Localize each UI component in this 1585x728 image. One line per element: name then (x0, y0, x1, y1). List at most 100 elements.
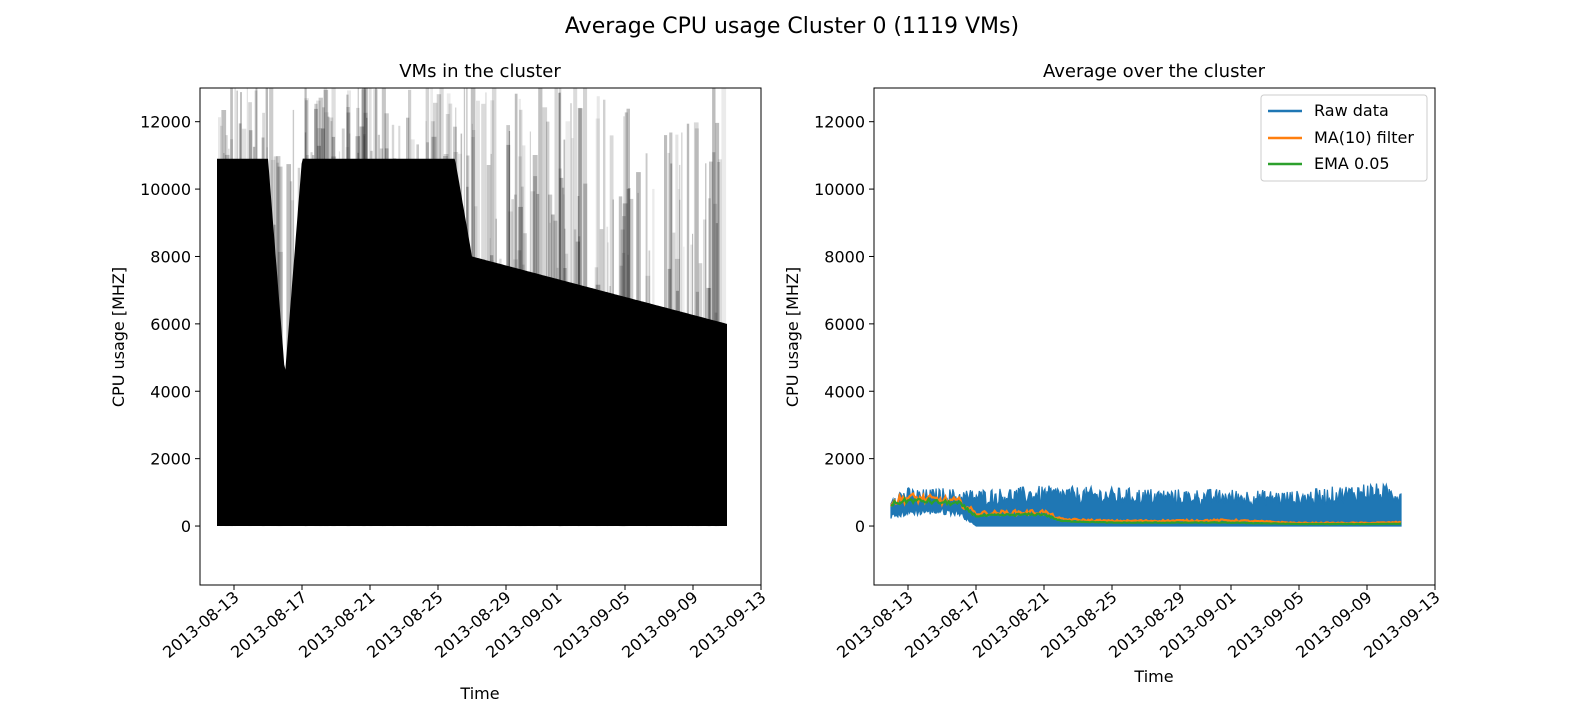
vm-trace-spike (627, 188, 631, 526)
vm-trace-spike (485, 92, 487, 527)
vm-trace-spike (436, 94, 442, 526)
vm-trace-spike (530, 191, 536, 527)
vm-trace-spike (698, 263, 703, 527)
vm-trace-spike (430, 121, 436, 526)
vm-trace-spike (577, 196, 580, 527)
vm-trace-spike (558, 88, 562, 527)
vm-trace-spike (551, 214, 555, 526)
vm-trace-spike (690, 244, 693, 526)
vm-trace-spike (620, 229, 625, 527)
vm-trace-spike (345, 147, 350, 526)
vm-trace-spike (636, 172, 641, 526)
vm-trace-spike (261, 137, 265, 527)
y-tick-label: 6000 (150, 315, 191, 334)
right-plot-area (890, 482, 1402, 527)
vm-trace-spike (520, 186, 524, 526)
vm-trace-spike (607, 242, 609, 527)
vm-trace-spike (506, 125, 510, 527)
vm-trace-spike (472, 130, 476, 526)
vm-trace-spike (714, 312, 718, 527)
vm-trace-spike (570, 103, 572, 527)
vm-trace-spike (575, 241, 580, 526)
vm-trace-spike (241, 128, 247, 526)
vm-trace-spike (433, 102, 438, 527)
y-tick-label: 8000 (824, 247, 865, 266)
y-tick-label: 0 (855, 517, 865, 536)
vm-trace-spike (709, 161, 713, 526)
vm-trace-spike (565, 121, 571, 527)
vm-trace-spike (355, 136, 361, 526)
vm-trace-spike (489, 238, 491, 527)
right-panel: Average over the cluster 2013-08-132013-… (783, 61, 1444, 686)
vm-trace-spike (366, 117, 368, 527)
vm-trace-spike (481, 103, 486, 527)
vm-trace-spike (302, 158, 307, 526)
vm-trace-spike (489, 260, 494, 526)
vm-trace-spike (248, 102, 252, 527)
vm-trace-spike (708, 198, 711, 527)
vm-trace-spike (476, 100, 480, 526)
vm-trace-spike (573, 229, 577, 526)
vm-trace-spike (375, 88, 377, 527)
figure-title: Average CPU usage Cluster 0 (1119 VMs) (565, 14, 1019, 39)
vm-trace-spike (453, 152, 459, 526)
vm-trace-spike (455, 107, 457, 527)
vm-trace-spike (324, 112, 329, 527)
vm-trace-spike (225, 135, 228, 526)
vm-trace-spike (518, 206, 523, 527)
vm-trace-spike (234, 88, 236, 527)
vm-trace-spike (460, 133, 463, 526)
vm-trace-spike (292, 109, 295, 527)
vm-trace-spike (686, 123, 690, 527)
y-tick-label: 12000 (814, 113, 865, 132)
vm-trace-spike (471, 123, 473, 527)
vm-trace-spike (513, 259, 518, 526)
vm-trace-spike (522, 145, 526, 526)
vm-trace-spike (694, 128, 699, 527)
vm-trace-spike (391, 124, 395, 527)
vm-trace-spike (363, 135, 365, 526)
vm-trace-spike (681, 132, 683, 527)
vm-trace-spike (327, 116, 330, 527)
vm-trace-spike (474, 206, 478, 527)
vm-trace-spike (619, 265, 623, 527)
vm-trace-spike (363, 112, 368, 527)
vm-trace-spike (430, 88, 433, 526)
vm-trace-spike (645, 153, 648, 527)
vm-trace-spike (621, 252, 626, 527)
vm-trace-spike (508, 131, 511, 526)
vm-trace-spike (548, 194, 553, 526)
vm-trace-spike (648, 250, 651, 526)
vm-trace-spike (599, 229, 604, 526)
vm-trace-spike (595, 284, 601, 527)
vm-trace-spike (721, 88, 727, 526)
vm-trace-spike (439, 88, 444, 526)
vm-trace-spike (379, 148, 384, 527)
vm-trace-spike (667, 152, 670, 527)
vm-trace-spike (356, 107, 360, 527)
y-tick-label: 12000 (140, 113, 191, 132)
vm-trace-spike (220, 125, 223, 527)
vm-trace-spike (346, 112, 351, 527)
vm-trace-spike (470, 88, 476, 527)
vm-trace-spike (583, 88, 588, 526)
vm-trace-spike (289, 181, 293, 527)
vm-trace-spike (384, 148, 389, 526)
vm-trace-spike (275, 156, 281, 527)
vm-trace-spike (304, 88, 307, 527)
vm-trace-spike (623, 116, 625, 527)
vm-trace-spike (445, 114, 450, 526)
vm-trace-spike (330, 121, 333, 526)
vm-trace-spike (490, 100, 495, 527)
vm-trace-spike (443, 154, 449, 527)
vm-trace-spike (583, 183, 588, 526)
legend-label-ma: MA(10) filter (1314, 128, 1414, 147)
vm-trace-spike (348, 133, 351, 526)
vm-trace-spike (577, 107, 582, 527)
y-tick-label: 4000 (150, 382, 191, 401)
vm-trace-spike (693, 122, 699, 527)
vm-trace-spike (368, 88, 372, 527)
vm-trace-spike (553, 220, 558, 526)
vm-trace-spike (361, 88, 366, 527)
vm-trace-spike (453, 126, 457, 526)
